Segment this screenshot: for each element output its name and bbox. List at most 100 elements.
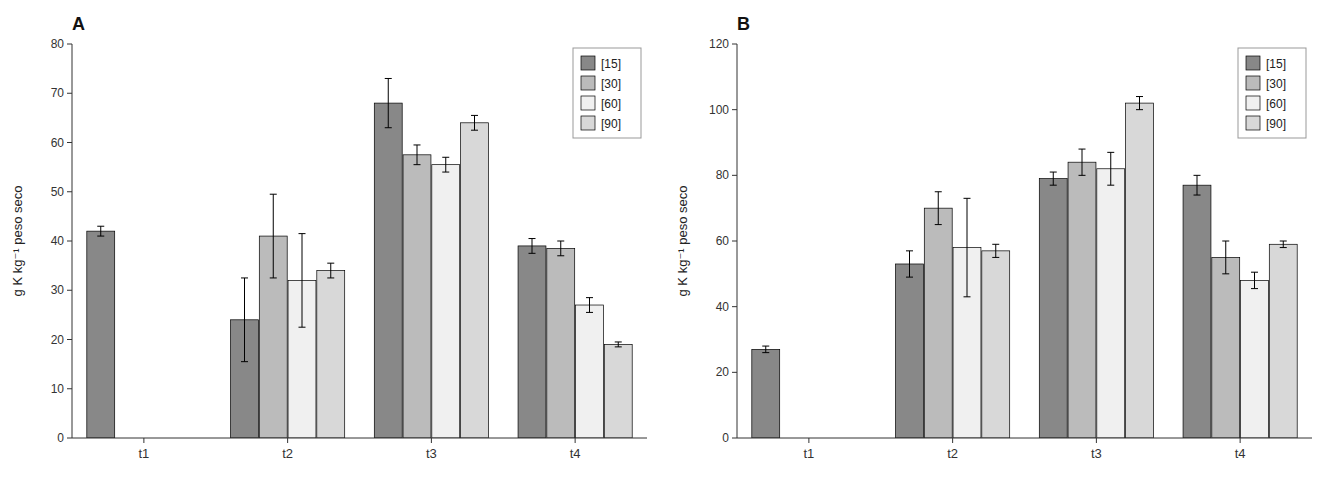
- bars: [87, 103, 632, 438]
- error-bar: [385, 78, 392, 127]
- error-stem: [765, 346, 766, 353]
- legend-label: [90]: [601, 117, 621, 131]
- error-bar: [586, 298, 593, 313]
- legend-swatch: [1246, 96, 1260, 110]
- y-tick-label: 50: [51, 185, 65, 199]
- error-cap: [414, 144, 421, 145]
- error-cap: [762, 352, 769, 353]
- legend-label: [60]: [601, 97, 621, 111]
- error-cap: [442, 157, 449, 158]
- bar: [432, 165, 460, 438]
- error-stem: [244, 278, 245, 362]
- error-cap: [586, 297, 593, 298]
- error-cap: [1050, 172, 1057, 173]
- error-cap: [1280, 241, 1287, 242]
- error-cap: [241, 361, 248, 362]
- error-bar: [615, 342, 622, 347]
- x-tick-label: t1: [138, 446, 149, 461]
- bar: [1241, 280, 1269, 438]
- error-bar: [906, 251, 913, 277]
- error-bar: [299, 234, 306, 328]
- error-stem: [995, 244, 996, 257]
- bar: [896, 264, 924, 438]
- error-bar: [270, 194, 277, 278]
- error-bar: [1251, 272, 1258, 288]
- y-tick-label: 20: [51, 333, 65, 347]
- bar: [604, 344, 632, 438]
- y-axis-label: g K kg⁻¹ peso seco: [10, 186, 25, 297]
- y-tick-label: 80: [716, 168, 730, 182]
- error-cap: [270, 194, 277, 195]
- error-cap: [557, 241, 564, 242]
- error-stem: [474, 115, 475, 130]
- error-bar: [471, 115, 478, 130]
- error-cap: [935, 224, 942, 225]
- bar: [1183, 185, 1211, 438]
- error-bar: [935, 192, 942, 225]
- error-cap: [1079, 175, 1086, 176]
- error-cap: [97, 226, 104, 227]
- y-tick-label: 120: [709, 37, 729, 51]
- bar: [1039, 179, 1067, 438]
- legend-label: [60]: [1266, 97, 1286, 111]
- error-cap: [992, 257, 999, 258]
- legend-swatch: [581, 96, 595, 110]
- error-cap: [557, 255, 564, 256]
- x-tick: [1096, 438, 1097, 443]
- error-cap: [299, 327, 306, 328]
- bar: [924, 208, 952, 438]
- error-stem: [618, 342, 619, 347]
- bar: [403, 155, 431, 438]
- bar: [547, 248, 575, 438]
- y-tick: [67, 438, 72, 439]
- error-stem: [1225, 241, 1226, 274]
- error-cap: [385, 127, 392, 128]
- bars: [752, 103, 1297, 438]
- bar: [1126, 103, 1154, 438]
- y-tick-label: 70: [51, 86, 65, 100]
- error-cap: [1222, 273, 1229, 274]
- error-cap: [935, 191, 942, 192]
- error-bar: [1136, 97, 1143, 110]
- x-tick: [287, 438, 288, 443]
- x-tick: [575, 438, 576, 443]
- legend-swatch: [581, 76, 595, 90]
- error-stem: [1139, 97, 1140, 110]
- error-cap: [270, 277, 277, 278]
- error-bar: [1079, 149, 1086, 175]
- x-tick: [1240, 438, 1241, 443]
- error-stem: [388, 78, 389, 127]
- y-tick-label: 0: [722, 431, 729, 445]
- x-tick: [808, 438, 809, 443]
- error-stem: [273, 194, 274, 278]
- legend-swatch: [581, 56, 595, 70]
- error-cap: [327, 263, 334, 264]
- error-bar: [762, 346, 769, 353]
- error-stem: [1110, 152, 1111, 185]
- y-tick: [732, 241, 737, 242]
- error-bar: [557, 241, 564, 256]
- error-cap: [299, 233, 306, 234]
- bar: [1068, 162, 1096, 438]
- bar: [518, 246, 546, 438]
- x-tick-label: t1: [803, 446, 814, 461]
- bar: [1097, 169, 1125, 438]
- bar: [982, 251, 1010, 438]
- y-tick-label: 100: [709, 103, 729, 117]
- error-bar: [529, 239, 536, 254]
- error-cap: [1136, 109, 1143, 110]
- error-cap: [471, 115, 478, 116]
- y-tick: [67, 290, 72, 291]
- error-stem: [445, 157, 446, 172]
- error-stem: [967, 198, 968, 297]
- error-bar: [1194, 175, 1201, 195]
- y-tick: [732, 109, 737, 110]
- error-cap: [1280, 247, 1287, 248]
- error-bar: [241, 278, 248, 362]
- bar: [576, 305, 604, 438]
- y-tick: [732, 44, 737, 45]
- error-cap: [442, 172, 449, 173]
- y-tick-label: 20: [716, 365, 730, 379]
- error-stem: [302, 234, 303, 328]
- y-tick: [67, 388, 72, 389]
